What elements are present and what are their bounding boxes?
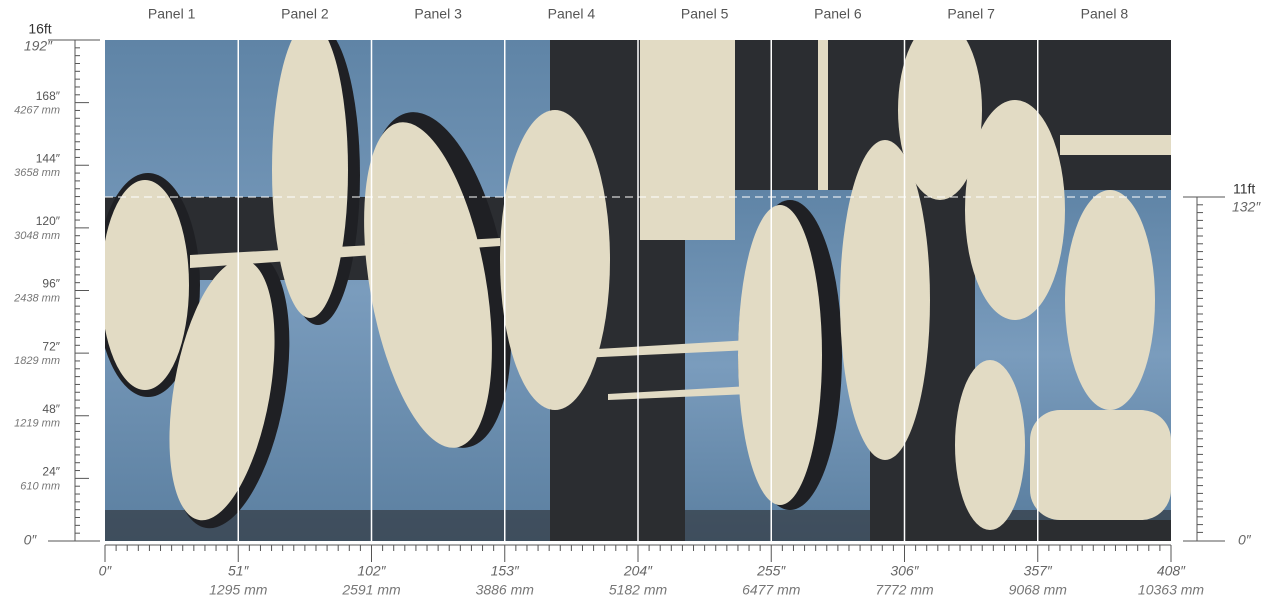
panel-label: Panel 1 (148, 6, 196, 22)
ruler-label: 10363 mm (1138, 582, 1204, 598)
ruler-label: 192″ (24, 38, 53, 54)
ruler-label: 16ft (28, 21, 51, 37)
ruler-label: 610 mm (20, 480, 60, 492)
ruler-label: 72″ (42, 339, 60, 353)
ruler-label: 357″ (1024, 563, 1053, 579)
ruler-label: 0″ (99, 563, 113, 579)
ruler-label: 11ft (1233, 181, 1255, 197)
panel-label: Panel 2 (281, 6, 329, 22)
ruler-label: 3658 mm (14, 167, 60, 179)
ruler-label: 144″ (36, 151, 61, 165)
panel-dividers (237, 40, 1039, 541)
ruler-label: 2591 mm (341, 582, 401, 598)
panel-label: Panel 3 (414, 6, 462, 22)
ruler-label: 306″ (890, 563, 919, 579)
ruler-label: 132″ (1232, 199, 1261, 215)
panel-label: Panel 7 (947, 6, 995, 22)
ruler-label: 1295 mm (209, 582, 268, 598)
ruler-label: 120″ (36, 214, 61, 228)
ruler-label: 153″ (491, 563, 520, 579)
ruler-label: 0″ (24, 532, 38, 548)
ruler-label: 96″ (42, 277, 60, 291)
ruler-label: 0″ (1238, 532, 1252, 548)
panel-label: Panel 6 (814, 6, 862, 22)
ruler-label: 4267 mm (14, 105, 60, 117)
ruler-label: 204″ (623, 563, 653, 579)
ruler-label: 408″ (1157, 563, 1186, 579)
ruler-label: 255″ (756, 563, 786, 579)
ruler-label: 2438 mm (13, 292, 60, 304)
ruler-label: 3048 mm (14, 230, 60, 242)
ruler-label: 102″ (357, 563, 386, 579)
ruler-label: 168″ (36, 89, 61, 103)
ruler-label: 48″ (42, 402, 60, 416)
panel-label: Panel 4 (548, 6, 596, 22)
ruler-label: 1829 mm (14, 355, 60, 367)
panel-label: Panel 8 (1081, 6, 1129, 22)
ruler-label: 3886 mm (476, 582, 535, 598)
panel-label: Panel 5 (681, 6, 729, 22)
ruler-label: 24″ (42, 465, 60, 479)
ruler-label: 1219 mm (14, 418, 60, 430)
ruler-label: 51″ (228, 563, 250, 579)
ruler-label: 7772 mm (875, 582, 934, 598)
ruler-label: 5182 mm (609, 582, 668, 598)
artwork (105, 40, 1171, 541)
ruler-label: 6477 mm (742, 582, 801, 598)
ruler-label: 9068 mm (1009, 582, 1068, 598)
